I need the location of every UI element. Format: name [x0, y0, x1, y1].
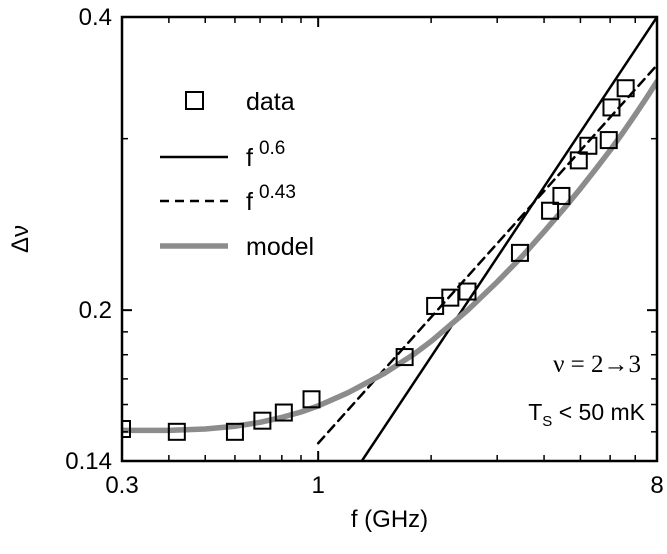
- plot-frame: [120, 15, 659, 463]
- data-point: [579, 136, 598, 155]
- legend-label-name: data: [246, 88, 295, 116]
- legend-swatch-data: [185, 91, 204, 110]
- data-point: [458, 282, 477, 301]
- temperature-annotation: TS < 50 mK: [528, 399, 645, 430]
- legend-label-exponent: 0.43: [259, 182, 296, 203]
- temperature-subscript: S: [542, 413, 552, 430]
- data-point: [302, 390, 321, 409]
- y-tick-label: 0.4: [79, 4, 112, 31]
- x-axis-label: f (GHz): [351, 506, 428, 533]
- legend-label-name: f: [246, 144, 253, 172]
- data-point: [599, 131, 618, 150]
- legend-label: f 0.6: [246, 138, 285, 172]
- legend-label-name: model: [246, 233, 314, 261]
- data-point: [616, 79, 635, 98]
- data-point: [569, 151, 588, 170]
- data-point: [552, 186, 571, 205]
- x-tick-label: 0.3: [105, 472, 138, 499]
- legend: data f 0.6 f 0.43 model: [160, 88, 314, 261]
- series-line-f-0.6: [360, 17, 657, 461]
- legend-label: data: [246, 88, 295, 116]
- series-line-f-0.43: [316, 63, 657, 445]
- transition-annotation: ν = 2→3: [553, 351, 641, 378]
- temperature-value: < 50 mK: [552, 399, 645, 425]
- data-point: [167, 422, 186, 441]
- data-point: [395, 348, 414, 367]
- y-tick-label: 0.14: [65, 448, 112, 475]
- data-point: [510, 243, 529, 262]
- data-point: [225, 422, 244, 441]
- legend-label: f 0.43: [246, 182, 296, 216]
- temperature-symbol: T: [528, 399, 542, 425]
- data-point: [122, 420, 131, 439]
- data-point: [274, 403, 293, 422]
- y-axis-label: Δν: [7, 225, 34, 253]
- x-tick-label: 1: [311, 472, 324, 499]
- data-point: [602, 98, 621, 117]
- data-point: [541, 201, 560, 220]
- legend-label-exponent: 0.6: [259, 138, 285, 159]
- legend-label-name: f: [246, 188, 253, 216]
- data-point: [253, 411, 272, 430]
- legend-label: model: [246, 233, 314, 261]
- x-tick-label: 8: [650, 472, 663, 499]
- data-point: [441, 288, 460, 307]
- y-tick-label: 0.2: [79, 297, 112, 324]
- series-line-model: [122, 78, 657, 434]
